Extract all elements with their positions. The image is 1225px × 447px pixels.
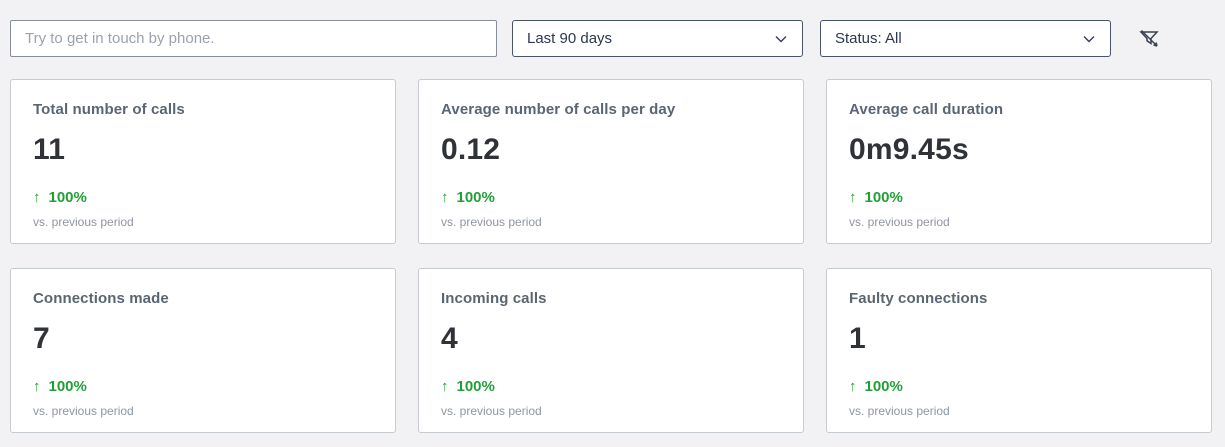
card-title: Average call duration <box>849 101 1004 118</box>
delta-value: 100% <box>48 378 87 395</box>
date-range-select[interactable]: Last 90 days <box>512 20 803 57</box>
stat-card-avg-calls-per-day: Average number of calls per day 0.12 ↑ 1… <box>418 79 804 244</box>
trend-up-arrow-icon: ↑ <box>33 378 41 395</box>
delta-value: 100% <box>456 189 495 206</box>
comparison-label: vs. previous period <box>33 404 134 418</box>
card-delta: ↑ 100% <box>441 189 781 206</box>
card-value: 0.12 <box>441 133 501 166</box>
delta-value: 100% <box>864 378 903 395</box>
card-title: Incoming calls <box>441 290 547 307</box>
card-delta: ↑ 100% <box>441 378 781 395</box>
trend-up-arrow-icon: ↑ <box>33 189 41 206</box>
card-delta: ↑ 100% <box>849 378 1189 395</box>
stat-card-incoming-calls: Incoming calls 4 ↑ 100% vs. previous per… <box>418 268 804 433</box>
chevron-down-icon <box>1081 31 1097 47</box>
delta-value: 100% <box>48 189 87 206</box>
card-title: Average number of calls per day <box>441 101 676 118</box>
trend-up-arrow-icon: ↑ <box>849 378 857 395</box>
search-input[interactable] <box>10 20 497 57</box>
stats-grid: Total number of calls 11 ↑ 100% vs. prev… <box>10 79 1212 433</box>
delta-value: 100% <box>456 378 495 395</box>
date-range-value: Last 90 days <box>527 30 613 47</box>
clear-filters-button[interactable] <box>1133 23 1165 55</box>
card-title: Connections made <box>33 290 169 307</box>
stat-card-total-calls: Total number of calls 11 ↑ 100% vs. prev… <box>10 79 396 244</box>
stat-card-connections-made: Connections made 7 ↑ 100% vs. previous p… <box>10 268 396 433</box>
filter-off-icon <box>1137 27 1161 51</box>
comparison-label: vs. previous period <box>33 215 134 229</box>
card-title: Total number of calls <box>33 101 185 118</box>
status-select[interactable]: Status: All <box>820 20 1111 57</box>
trend-up-arrow-icon: ↑ <box>441 189 449 206</box>
card-value: 11 <box>33 133 66 166</box>
status-value: Status: All <box>835 30 902 47</box>
delta-value: 100% <box>864 189 903 206</box>
filters-toolbar: Last 90 days Status: All <box>0 0 1225 57</box>
card-delta: ↑ 100% <box>849 189 1189 206</box>
card-value: 1 <box>849 322 866 355</box>
comparison-label: vs. previous period <box>849 215 950 229</box>
trend-up-arrow-icon: ↑ <box>849 189 857 206</box>
card-value: 4 <box>441 322 458 355</box>
chevron-down-icon <box>773 31 789 47</box>
card-value: 0m9.45s <box>849 133 969 166</box>
comparison-label: vs. previous period <box>441 215 542 229</box>
comparison-label: vs. previous period <box>441 404 542 418</box>
stat-card-avg-call-duration: Average call duration 0m9.45s ↑ 100% vs.… <box>826 79 1212 244</box>
card-delta: ↑ 100% <box>33 189 373 206</box>
card-title: Faulty connections <box>849 290 988 307</box>
comparison-label: vs. previous period <box>849 404 950 418</box>
card-delta: ↑ 100% <box>33 378 373 395</box>
card-value: 7 <box>33 322 50 355</box>
trend-up-arrow-icon: ↑ <box>441 378 449 395</box>
stat-card-faulty-connections: Faulty connections 1 ↑ 100% vs. previous… <box>826 268 1212 433</box>
